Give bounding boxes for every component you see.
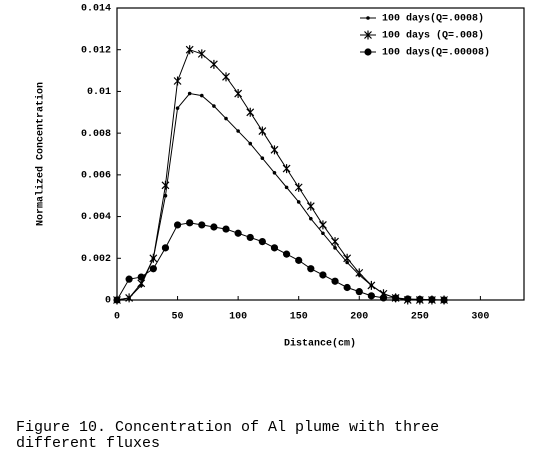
marker: [187, 91, 192, 96]
marker: [416, 295, 424, 303]
marker: [224, 116, 228, 121]
marker: [113, 296, 121, 304]
marker: [198, 221, 206, 229]
marker: [366, 16, 370, 20]
marker: [284, 185, 289, 190]
y-tick-label: 0.012: [81, 45, 111, 56]
series-line: [116, 49, 445, 301]
marker: [222, 225, 230, 233]
plot-frame: [116, 7, 525, 301]
legend-label: 100 days(Q=.00008): [382, 47, 490, 59]
marker: [282, 250, 291, 258]
marker: [282, 164, 291, 174]
marker: [149, 253, 158, 263]
marker: [199, 93, 204, 98]
series-line: [116, 222, 445, 301]
marker: [318, 220, 327, 230]
marker: [331, 237, 339, 247]
x-tick-label: 250: [411, 312, 429, 323]
marker: [210, 223, 218, 231]
x-tick-label: 300: [471, 312, 489, 323]
y-tick-label: 0.008: [81, 129, 111, 140]
marker: [173, 76, 182, 86]
marker: [175, 106, 180, 110]
x-tick-label: 0: [114, 312, 120, 323]
legend-label: 100 days (Q=.008): [382, 30, 484, 42]
marker: [367, 292, 375, 300]
marker: [294, 182, 303, 192]
marker: [234, 229, 242, 237]
marker: [296, 200, 301, 204]
marker: [331, 277, 339, 285]
y-tick-label: 0: [105, 296, 111, 307]
marker: [307, 265, 315, 273]
marker: [258, 126, 267, 136]
marker: [309, 216, 313, 221]
marker: [379, 294, 388, 302]
marker: [364, 48, 372, 56]
y-tick-label: 0.01: [87, 87, 111, 98]
marker: [355, 268, 364, 278]
marker: [125, 275, 133, 283]
marker: [319, 271, 327, 279]
marker: [392, 294, 400, 302]
marker: [295, 256, 303, 264]
y-tick-label: 0.004: [81, 212, 111, 223]
marker: [173, 221, 182, 229]
x-axis-label: Distance(cm): [284, 338, 356, 350]
marker: [343, 283, 351, 292]
marker: [306, 201, 315, 211]
marker: [270, 145, 279, 155]
marker: [260, 156, 265, 160]
marker: [185, 45, 194, 55]
x-tick-label: 150: [290, 312, 308, 323]
marker: [222, 72, 230, 82]
marker: [246, 107, 255, 117]
marker: [333, 246, 337, 250]
marker: [236, 129, 240, 133]
legend-label: 100 days(Q=.0008): [382, 13, 484, 25]
marker: [212, 104, 216, 108]
marker: [258, 238, 266, 246]
marker: [246, 233, 254, 242]
x-tick-label: 50: [172, 312, 184, 323]
marker: [272, 170, 277, 175]
chart: Normalized Concentration Distance(cm) 00…: [35, 4, 525, 350]
marker: [343, 253, 352, 263]
marker: [248, 141, 253, 146]
marker: [163, 193, 168, 198]
caption: Figure 10. Concentration of Al plume wit…: [16, 419, 440, 452]
marker: [355, 288, 363, 296]
marker: [367, 280, 376, 290]
marker: [137, 273, 145, 281]
marker: [125, 293, 134, 303]
x-tick-label: 200: [350, 312, 368, 323]
y-tick-label: 0.002: [81, 254, 111, 265]
marker: [404, 295, 412, 303]
marker: [440, 296, 448, 304]
marker: [209, 59, 218, 69]
marker: [197, 49, 206, 59]
y-tick-label: 0.006: [81, 170, 111, 181]
marker: [149, 265, 157, 273]
marker: [234, 89, 243, 99]
x-tick-label: 100: [229, 312, 247, 323]
y-tick-label: 0.014: [81, 4, 111, 15]
marker: [364, 30, 372, 40]
marker: [161, 180, 170, 190]
marker: [186, 219, 194, 227]
y-axis-label: Normalized Concentration: [35, 82, 47, 226]
marker: [161, 244, 170, 252]
marker: [428, 295, 436, 304]
marker: [270, 244, 279, 252]
marker: [321, 231, 325, 236]
